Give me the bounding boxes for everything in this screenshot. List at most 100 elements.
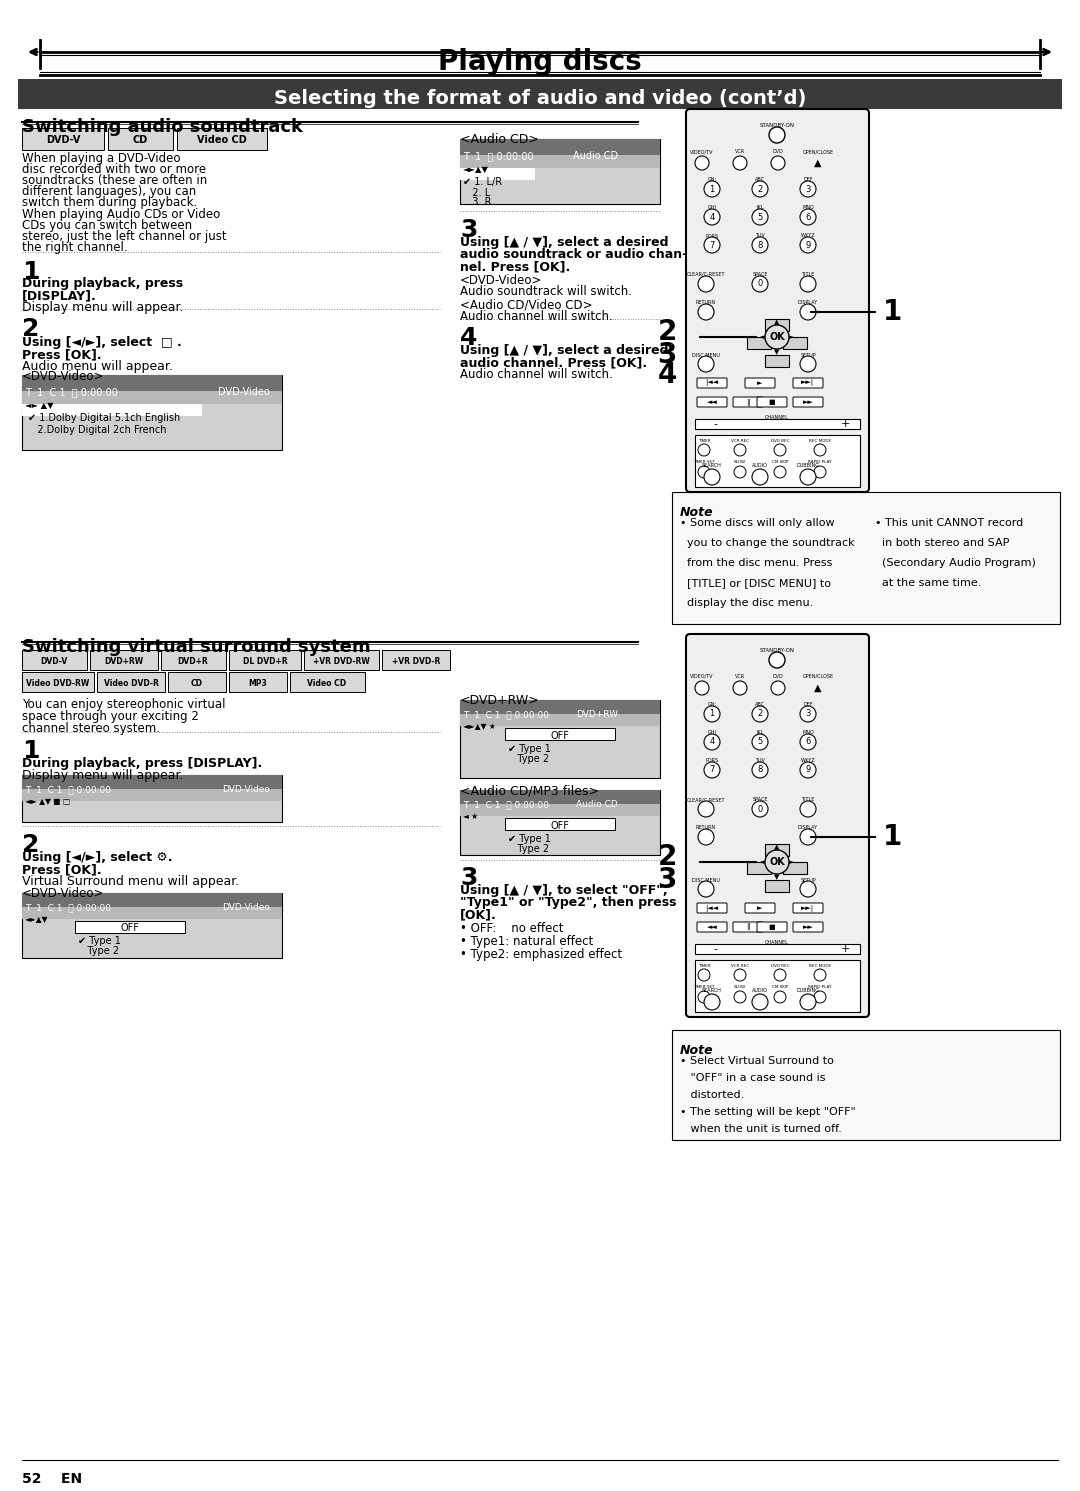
Text: CLEAR/C-RESET: CLEAR/C-RESET xyxy=(687,271,726,277)
Circle shape xyxy=(800,707,816,722)
Text: CM SKIP: CM SKIP xyxy=(772,986,788,989)
Text: T  1  ⌚ 0:00:00: T 1 ⌚ 0:00:00 xyxy=(463,151,534,161)
Text: space through your exciting 2: space through your exciting 2 xyxy=(22,710,199,723)
Bar xyxy=(460,790,660,854)
Text: SPACE: SPACE xyxy=(753,798,768,802)
Bar xyxy=(460,168,535,180)
Text: DVD REC: DVD REC xyxy=(771,965,789,968)
Bar xyxy=(747,862,771,874)
Text: in both stereo and SAP: in both stereo and SAP xyxy=(875,538,1010,549)
Text: TIMER: TIMER xyxy=(698,438,711,443)
Text: SLOW: SLOW xyxy=(734,461,746,464)
Text: DUBBING: DUBBING xyxy=(797,989,820,993)
Bar xyxy=(460,139,660,155)
Text: 5: 5 xyxy=(757,213,762,222)
Text: Using [▲ / ▼], to select "OFF",: Using [▲ / ▼], to select "OFF", xyxy=(460,884,667,898)
Bar xyxy=(177,128,267,151)
Text: Switching virtual surround system: Switching virtual surround system xyxy=(22,638,370,656)
FancyBboxPatch shape xyxy=(733,397,762,407)
Circle shape xyxy=(814,969,826,981)
Bar xyxy=(22,404,202,416)
Text: ABC: ABC xyxy=(755,702,765,707)
Text: 8: 8 xyxy=(757,240,762,249)
Circle shape xyxy=(696,681,708,695)
Text: T  1  C 1  ⌚ 0:00:00: T 1 C 1 ⌚ 0:00:00 xyxy=(25,904,111,912)
Text: Note: Note xyxy=(680,505,714,519)
Text: CHANNEL: CHANNEL xyxy=(765,414,788,420)
Text: RAPID PLAY: RAPID PLAY xyxy=(808,986,832,989)
Circle shape xyxy=(800,470,816,485)
Text: RAPID PLAY: RAPID PLAY xyxy=(808,461,832,464)
Text: Video DVD-RW: Video DVD-RW xyxy=(26,678,90,687)
Text: 4: 4 xyxy=(710,213,715,222)
Text: ►►: ►► xyxy=(802,400,813,406)
Text: OFF: OFF xyxy=(121,923,139,933)
Text: TUV: TUV xyxy=(755,757,765,763)
Text: Switching audio soundtrack: Switching audio soundtrack xyxy=(22,118,303,136)
Text: RETURN: RETURN xyxy=(696,300,716,306)
Text: Type 2: Type 2 xyxy=(508,844,549,854)
Text: Selecting the format of audio and video (cont’d): Selecting the format of audio and video … xyxy=(274,89,806,109)
Text: 2: 2 xyxy=(22,318,39,341)
Bar xyxy=(765,319,789,331)
Text: • Some discs will only allow: • Some discs will only allow xyxy=(680,517,835,528)
Text: OFF: OFF xyxy=(551,731,569,741)
Bar xyxy=(18,79,1062,109)
Circle shape xyxy=(704,762,720,778)
Text: ◄ ★: ◄ ★ xyxy=(463,813,478,822)
Circle shape xyxy=(698,801,714,817)
Text: Using [▲ / ▼], select a desired: Using [▲ / ▼], select a desired xyxy=(460,236,669,249)
Text: Note: Note xyxy=(680,1044,714,1057)
Circle shape xyxy=(765,850,789,874)
Text: DVD REC: DVD REC xyxy=(771,438,789,443)
Text: 1: 1 xyxy=(883,298,902,327)
Circle shape xyxy=(698,304,714,321)
Bar xyxy=(783,337,807,349)
FancyBboxPatch shape xyxy=(697,379,727,388)
Bar xyxy=(505,728,615,740)
Circle shape xyxy=(800,734,816,750)
Circle shape xyxy=(752,994,768,1009)
Text: JKL: JKL xyxy=(756,204,764,210)
Text: TITLE: TITLE xyxy=(801,271,814,277)
Text: DISC MENU: DISC MENU xyxy=(692,353,720,358)
Bar xyxy=(22,789,282,801)
Bar xyxy=(229,650,301,669)
Text: REC MODE: REC MODE xyxy=(809,965,832,968)
Text: • Type1: natural effect: • Type1: natural effect xyxy=(460,935,593,948)
Text: DVD-V: DVD-V xyxy=(45,136,80,145)
Bar xyxy=(22,893,282,907)
Circle shape xyxy=(704,180,720,197)
Text: WXYZ: WXYZ xyxy=(800,233,815,239)
Text: ►►|: ►►| xyxy=(801,380,814,386)
Text: TIMER: TIMER xyxy=(698,965,711,968)
Text: TITLE: TITLE xyxy=(801,798,814,802)
Text: [DISPLAY].: [DISPLAY]. xyxy=(22,289,97,303)
Circle shape xyxy=(752,237,768,253)
Text: 4: 4 xyxy=(460,327,477,350)
Text: PQRS: PQRS xyxy=(705,757,718,763)
Text: ◄► ▲▼ ■ □: ◄► ▲▼ ■ □ xyxy=(25,798,70,807)
Text: Display menu will appear.: Display menu will appear. xyxy=(22,769,184,781)
Text: 6: 6 xyxy=(806,213,811,222)
Circle shape xyxy=(734,444,746,456)
Bar xyxy=(783,862,807,874)
Circle shape xyxy=(800,356,816,371)
Text: nel. Press [OK].: nel. Press [OK]. xyxy=(460,259,570,273)
Text: 8: 8 xyxy=(757,765,762,774)
Text: (Secondary Audio Program): (Secondary Audio Program) xyxy=(875,558,1036,568)
Text: ◄►▲▼: ◄►▲▼ xyxy=(463,166,489,174)
FancyBboxPatch shape xyxy=(793,904,823,912)
Text: ►: ► xyxy=(757,380,762,386)
Text: ◄: ◄ xyxy=(759,859,765,865)
FancyBboxPatch shape xyxy=(793,397,823,407)
Text: DVD: DVD xyxy=(772,674,783,678)
Text: <Audio CD>: <Audio CD> xyxy=(460,133,539,146)
Text: VCR: VCR xyxy=(734,149,745,154)
Text: Playing discs: Playing discs xyxy=(438,48,642,76)
Text: ►: ► xyxy=(789,334,795,340)
Circle shape xyxy=(769,652,785,668)
Text: "Type1" or "Type2", then press: "Type1" or "Type2", then press xyxy=(460,896,676,910)
Circle shape xyxy=(800,180,816,197)
Text: 3: 3 xyxy=(460,866,477,890)
